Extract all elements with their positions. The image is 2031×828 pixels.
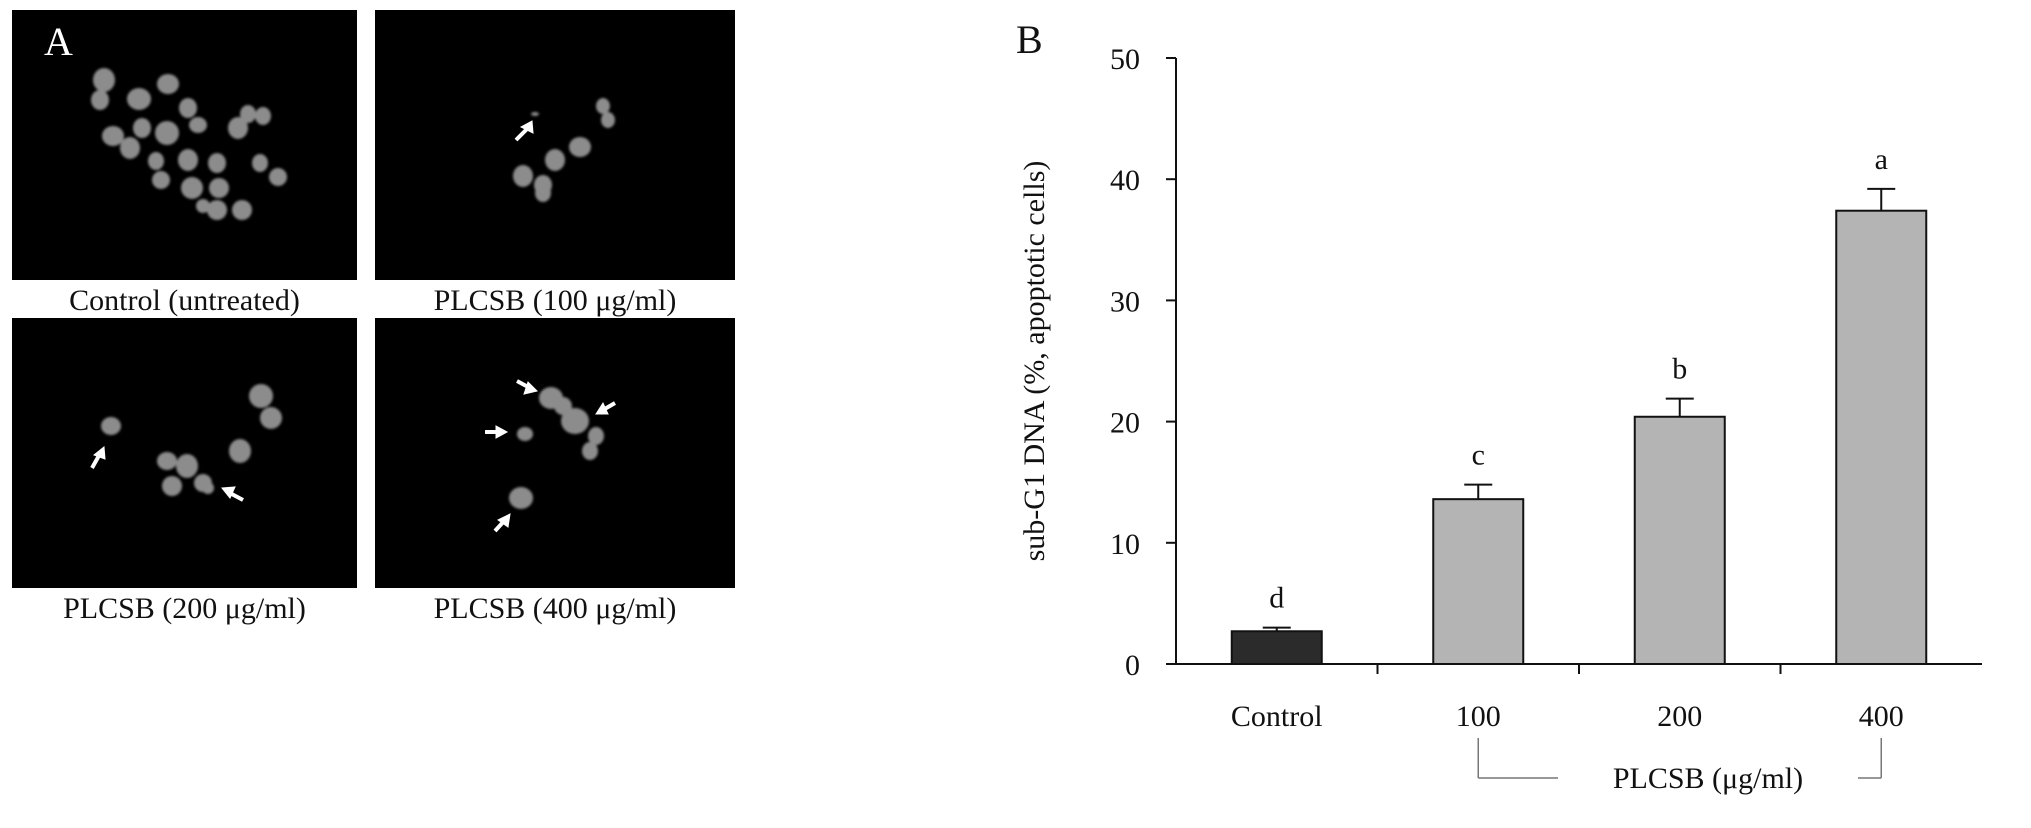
y-tick-label: 10	[1110, 528, 1140, 561]
x-tick-label: 100	[1456, 700, 1501, 733]
y-tick-label: 20	[1110, 407, 1140, 440]
bar-200	[1633, 415, 1726, 666]
micrograph-control	[12, 10, 357, 280]
x-tick-label: 200	[1657, 700, 1702, 733]
y-tick-label: 50	[1110, 43, 1140, 76]
significance-letter: d	[1269, 582, 1284, 615]
caption-400: PLCSB (400 μg/ml)	[433, 592, 677, 625]
bar-400	[1835, 209, 1928, 665]
y-tick-label: 40	[1110, 164, 1140, 197]
y-axis-label: sub-G1 DNA (%, apoptotic cells)	[1018, 161, 1051, 562]
significance-letter: c	[1472, 439, 1485, 472]
caption-100: PLCSB (100 μg/ml)	[433, 284, 677, 317]
x-tick-label: Control	[1231, 700, 1323, 733]
y-tick-label: 30	[1110, 285, 1140, 318]
panel-a-label: A	[44, 19, 73, 64]
panel-b-label: B	[1016, 17, 1043, 62]
bar-100	[1432, 498, 1525, 665]
x-axis-label: PLCSB (μg/ml)	[1613, 762, 1803, 795]
x-tick-label: 400	[1859, 700, 1904, 733]
y-tick-label: 0	[1125, 649, 1140, 682]
significance-letter: a	[1875, 143, 1888, 176]
micrograph-400	[375, 318, 735, 588]
significance-letter: b	[1672, 353, 1687, 386]
caption-200: PLCSB (200 μg/ml)	[63, 592, 306, 625]
bar-control	[1230, 630, 1323, 665]
caption-control: Control (untreated)	[69, 284, 300, 317]
micrograph-100	[375, 10, 735, 280]
micrograph-200	[12, 318, 357, 588]
